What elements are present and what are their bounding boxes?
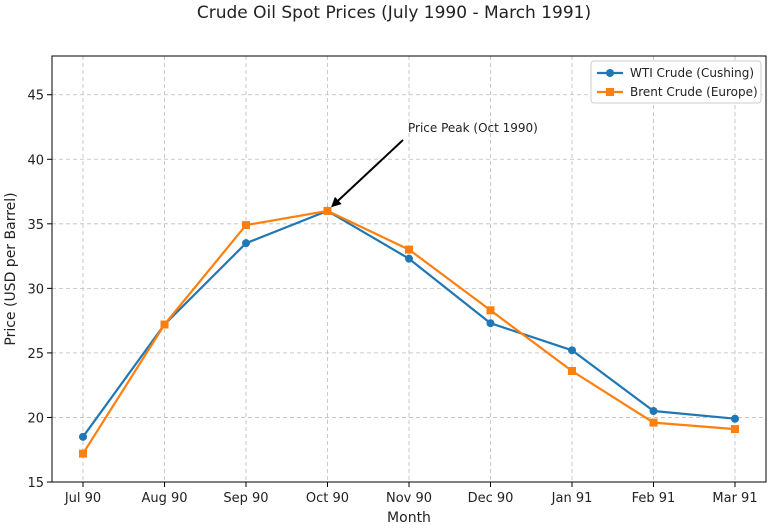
- x-tick-label: Dec 90: [468, 491, 514, 506]
- data-point: [405, 245, 413, 254]
- y-tick-label: 40: [27, 153, 44, 168]
- data-point: [486, 306, 495, 315]
- legend: WTI Crude (Cushing) Brent Crude (Europe): [590, 60, 762, 104]
- y-axis-ticks: 15 20 25 30 35 40 45: [27, 89, 52, 491]
- data-point: [79, 432, 87, 441]
- data-point: [405, 254, 413, 263]
- y-axis-title: Price (USD per Barrel): [3, 192, 19, 345]
- data-point: [242, 221, 250, 230]
- y-tick-label: 30: [27, 282, 44, 297]
- data-point: [568, 346, 576, 355]
- data-point: [79, 449, 87, 458]
- data-point: [649, 407, 658, 415]
- data-point: [323, 206, 332, 215]
- annotation: Price Peak (Oct 1990): [331, 121, 538, 208]
- annotation-arrow: [331, 139, 404, 208]
- chart-title: Crude Oil Spot Prices (July 1990 - March…: [197, 3, 591, 23]
- y-tick-label: 20: [27, 411, 44, 426]
- legend-brent-marker: [606, 88, 614, 96]
- data-point: [242, 239, 250, 248]
- legend-box: [590, 60, 762, 104]
- x-tick-label: Sep 90: [223, 491, 268, 506]
- annotation-label: Price Peak (Oct 1990): [408, 121, 538, 135]
- legend-wti-marker: [606, 69, 614, 77]
- y-tick-label: 25: [27, 347, 44, 362]
- data-point: [731, 425, 739, 434]
- data-point: [649, 418, 658, 427]
- x-tick-label: Jul 90: [64, 491, 101, 506]
- data-point: [568, 366, 576, 375]
- x-tick-label: Aug 90: [141, 491, 187, 506]
- legend-brent-label: Brent Crude (Europe): [630, 85, 758, 99]
- grid: [52, 56, 766, 483]
- x-tick-label: Nov 90: [386, 491, 432, 506]
- series-layer: [79, 206, 739, 458]
- x-tick-label: Mar 91: [712, 491, 757, 506]
- legend-wti-label: WTI Crude (Cushing): [630, 66, 754, 80]
- x-tick-label: Jan 91: [551, 491, 593, 506]
- y-tick-label: 45: [27, 89, 44, 104]
- x-tick-label: Oct 90: [306, 491, 349, 506]
- x-tick-label: Feb 91: [632, 491, 676, 506]
- data-point: [486, 319, 495, 328]
- y-tick-label: 15: [27, 476, 44, 491]
- data-point: [160, 320, 169, 329]
- x-axis-ticks: Jul 90 Aug 90 Sep 90 Oct 90 Nov 90 Dec 90 Jan …: [64, 482, 758, 506]
- data-point: [731, 414, 739, 423]
- y-tick-label: 35: [27, 218, 44, 233]
- x-axis-title: Month: [387, 510, 431, 526]
